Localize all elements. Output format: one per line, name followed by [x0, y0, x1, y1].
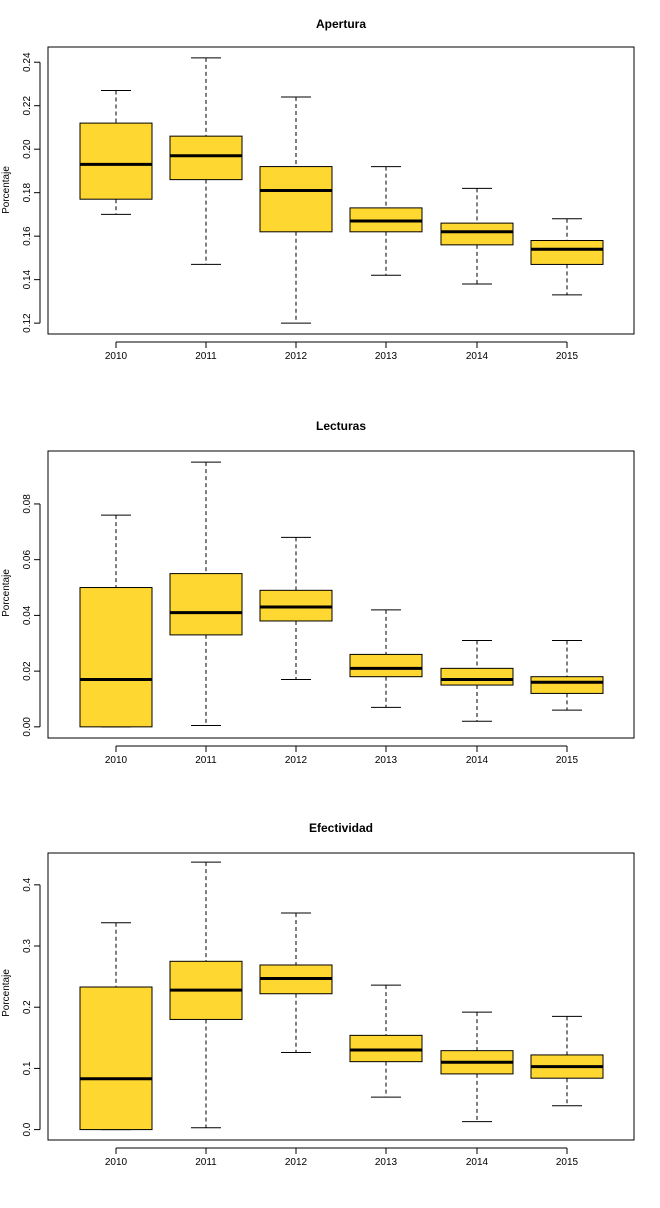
x-tick-label: 2011	[195, 351, 217, 362]
chart-panel-efectividad: Efectividad Porcentaje 0.0 0.1 0.2 0.3 0.4 20…	[0, 803, 660, 1203]
x-tick-label: 2013	[375, 755, 398, 766]
y-tick-label: 0.1	[22, 1061, 33, 1075]
y-tick-label: 0.2	[22, 1000, 33, 1014]
y-tick-label: 0.04	[22, 605, 33, 625]
box-iqr	[349, 1034, 423, 1063]
y-tick-label: 0.02	[22, 661, 33, 681]
box-iqr	[440, 222, 514, 246]
plot-frame	[47, 46, 635, 335]
box-iqr	[259, 166, 333, 233]
x-tick-label: 2013	[375, 351, 398, 362]
box-iqr	[79, 122, 153, 200]
x-tick-label: 2010	[105, 755, 128, 766]
y-tick-label: 0.14	[22, 269, 33, 289]
y-tick-label: 0.22	[22, 96, 33, 116]
box-iqr	[440, 667, 514, 686]
x-tick-label: 2015	[556, 1157, 579, 1168]
y-tick-label: 0.08	[22, 494, 33, 514]
box-iqr	[530, 676, 604, 694]
box-iqr	[530, 240, 604, 265]
x-tick-label: 2010	[105, 351, 128, 362]
x-tick-label: 2012	[285, 755, 308, 766]
x-tick-label: 2010	[105, 1157, 128, 1168]
box-iqr	[169, 573, 243, 636]
x-tick-label: 2012	[285, 351, 308, 362]
x-tick-label: 2015	[556, 755, 579, 766]
chart-title: Apertura	[316, 17, 366, 31]
chart-title: Efectividad	[309, 821, 373, 835]
x-tick-label: 2014	[466, 755, 489, 766]
box-iqr	[169, 135, 243, 181]
plot-frame	[47, 450, 635, 739]
box-iqr	[79, 986, 153, 1131]
x-tick-label: 2011	[195, 755, 217, 766]
boxplot-chart-apertura: Apertura Porcentaje 0.12 0.14 0.16 0.18 0.20…	[1, 17, 635, 362]
box-iqr	[349, 653, 423, 678]
y-axis-label: Porcentaje	[1, 166, 12, 214]
y-tick-label: 0.3	[22, 939, 33, 953]
y-tick-label: 0.18	[22, 183, 33, 203]
x-tick-label: 2014	[466, 351, 489, 362]
y-axis-label: Porcentaje	[1, 969, 12, 1017]
y-tick-label: 0.4	[22, 877, 33, 891]
x-tick-label: 2011	[195, 1157, 217, 1168]
y-tick-label: 0.20	[22, 139, 33, 159]
y-tick-label: 0.16	[22, 226, 33, 246]
y-tick-label: 0.0	[22, 1122, 33, 1136]
x-tick-label: 2012	[285, 1157, 308, 1168]
y-axis-label: Porcentaje	[1, 569, 12, 617]
chart-panel-lecturas: Lecturas Porcentaje 0.00 0.02 0.04 0.06 0.08…	[0, 403, 660, 803]
chart-panel-apertura: Apertura Porcentaje 0.12 0.14 0.16 0.18 0.20…	[0, 0, 660, 400]
boxplot-chart-lecturas: Lecturas Porcentaje 0.00 0.02 0.04 0.06 0.08…	[1, 419, 635, 766]
x-tick-label: 2015	[556, 351, 579, 362]
boxplot-chart-efectividad: Efectividad Porcentaje 0.0 0.1 0.2 0.3 0.4 20…	[1, 821, 635, 1168]
box-iqr	[79, 587, 153, 728]
y-tick-label: 0.00	[22, 717, 33, 737]
plot-frame	[47, 852, 635, 1141]
y-tick-label: 0.06	[22, 550, 33, 570]
y-tick-label: 0.12	[22, 313, 33, 333]
y-tick-label: 0.24	[22, 52, 33, 72]
chart-title: Lecturas	[316, 419, 366, 433]
x-tick-label: 2014	[466, 1157, 489, 1168]
x-tick-label: 2013	[375, 1157, 398, 1168]
